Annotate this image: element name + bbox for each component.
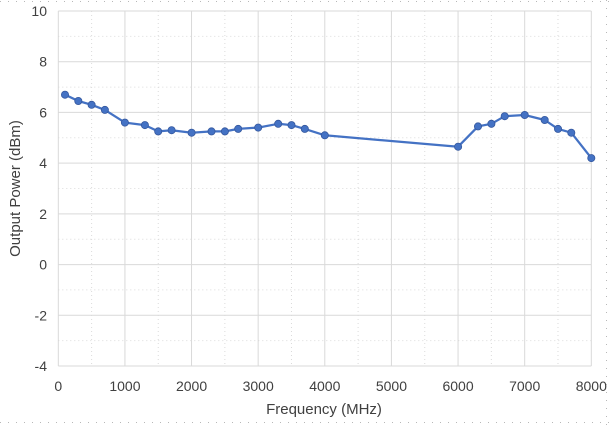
data-point-marker bbox=[473, 122, 482, 131]
x-tick-label: 5000 bbox=[376, 378, 407, 394]
y-tick-label: -4 bbox=[35, 358, 48, 374]
y-axis-tick-labels: -4 -2 0 2 4 6 8 10 bbox=[31, 3, 47, 374]
x-axis-title: Frequency (MHz) bbox=[266, 401, 382, 418]
major-gridlines bbox=[57, 10, 592, 367]
data-point-marker bbox=[87, 100, 96, 109]
y-axis-title: Output Power (dBm) bbox=[7, 120, 24, 257]
x-tick-label: 4000 bbox=[309, 378, 340, 394]
data-point-marker bbox=[540, 116, 549, 125]
data-point-marker bbox=[120, 118, 129, 127]
y-tick-label: 4 bbox=[39, 155, 47, 171]
data-point-marker bbox=[454, 142, 463, 151]
minor-gridlines bbox=[58, 11, 592, 366]
data-point-marker bbox=[300, 124, 309, 133]
data-point-marker bbox=[487, 119, 496, 128]
data-point-marker bbox=[274, 119, 283, 128]
x-tick-label: 0 bbox=[54, 378, 62, 394]
data-point-marker bbox=[61, 90, 70, 99]
data-point-marker bbox=[254, 123, 263, 132]
data-point-marker bbox=[500, 112, 509, 121]
y-tick-label: 2 bbox=[39, 206, 47, 222]
data-point-marker bbox=[567, 128, 576, 137]
y-tick-label: 0 bbox=[39, 257, 47, 273]
x-tick-label: 3000 bbox=[243, 378, 274, 394]
x-tick-label: 2000 bbox=[176, 378, 207, 394]
y-tick-label: 6 bbox=[39, 104, 47, 120]
x-tick-label: 1000 bbox=[109, 378, 140, 394]
data-point-marker bbox=[587, 154, 596, 163]
x-tick-label: 8000 bbox=[576, 378, 607, 394]
data-point-marker bbox=[187, 128, 196, 137]
data-point-marker bbox=[167, 126, 176, 135]
data-point-marker bbox=[554, 124, 563, 133]
data-point-marker bbox=[207, 127, 216, 136]
data-point-marker bbox=[74, 97, 83, 106]
data-point-marker bbox=[234, 124, 243, 133]
data-point-marker bbox=[220, 127, 229, 136]
data-point-marker bbox=[287, 121, 296, 130]
data-point-marker bbox=[100, 105, 109, 114]
y-tick-label: -2 bbox=[35, 307, 48, 323]
data-point-marker bbox=[154, 127, 163, 136]
x-tick-label: 7000 bbox=[509, 378, 540, 394]
y-tick-label: 8 bbox=[39, 54, 47, 70]
data-point-marker bbox=[520, 111, 529, 120]
x-axis-tick-labels: 0 1000 2000 3000 4000 5000 6000 7000 8000 bbox=[54, 378, 607, 394]
data-point-marker bbox=[140, 121, 149, 130]
data-series bbox=[61, 90, 596, 163]
x-tick-label: 6000 bbox=[442, 378, 473, 394]
y-tick-label: 10 bbox=[31, 3, 47, 19]
data-point-marker bbox=[320, 131, 329, 140]
